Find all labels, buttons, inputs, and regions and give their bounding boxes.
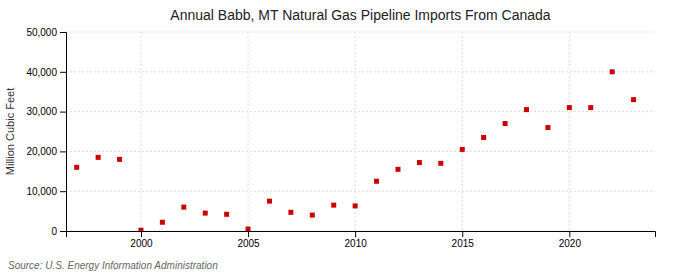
grid-line xyxy=(248,32,249,231)
plot-area: 2000 2005 2010 2015 2020 0 10,000 20,000 30,000 4… xyxy=(26,27,655,249)
point xyxy=(353,203,358,208)
tick-mark xyxy=(248,231,249,237)
point xyxy=(203,211,208,216)
point xyxy=(567,105,572,110)
point xyxy=(224,212,229,217)
grid-line xyxy=(569,32,570,231)
y-axis-title: Million Cubic Feet xyxy=(4,88,16,175)
tick-mark xyxy=(355,231,356,237)
point xyxy=(631,97,636,102)
point xyxy=(310,213,315,218)
tick-label: 10,000 xyxy=(26,186,57,197)
point xyxy=(74,165,79,170)
point xyxy=(545,125,550,130)
tick-label: 20,000 xyxy=(26,146,57,157)
grid xyxy=(66,32,655,231)
tick: 2015 xyxy=(452,231,475,249)
tick: 40,000 xyxy=(26,67,66,78)
title: Annual Babb, MT Natural Gas Pipeline Imp… xyxy=(170,7,550,23)
tick-label: 50,000 xyxy=(26,27,57,38)
point xyxy=(181,205,186,210)
point xyxy=(503,121,508,126)
point xyxy=(374,179,379,184)
tick-mark xyxy=(60,112,66,113)
point xyxy=(395,167,400,172)
axis-line xyxy=(60,33,67,232)
tick: 30,000 xyxy=(26,106,66,117)
tick-mark xyxy=(60,191,66,192)
point xyxy=(267,199,272,204)
tick-label: 2015 xyxy=(452,238,475,249)
tick: 2020 xyxy=(559,231,582,249)
point xyxy=(481,135,486,140)
tick: 10,000 xyxy=(26,186,66,197)
tick: 20,000 xyxy=(26,146,66,157)
annotation: Source: U.S. Energy Information Administ… xyxy=(8,260,218,271)
point xyxy=(117,157,122,162)
tick-label: 40,000 xyxy=(26,67,57,78)
tick-mark xyxy=(60,72,66,73)
point xyxy=(417,160,422,165)
grid-line xyxy=(66,32,655,33)
tick-mark xyxy=(60,151,66,152)
grid-line xyxy=(66,151,655,152)
tick-label: 2020 xyxy=(559,238,582,249)
tick-label: 2000 xyxy=(130,238,153,249)
point xyxy=(438,161,443,166)
tick-label: 0 xyxy=(51,226,57,237)
y-axis: 0 10,000 20,000 30,000 40,000 50,000 xyxy=(26,27,66,237)
point xyxy=(96,155,101,160)
tick-mark xyxy=(462,231,463,237)
tick: 2005 xyxy=(237,231,260,249)
point xyxy=(246,227,251,231)
point xyxy=(331,203,336,208)
grid-line xyxy=(66,191,655,192)
tick: 2000 xyxy=(130,231,153,249)
tick-label: 30,000 xyxy=(26,106,57,117)
point xyxy=(460,147,465,152)
tick-label: 2005 xyxy=(237,238,260,249)
point xyxy=(588,105,593,110)
point xyxy=(138,228,143,231)
tick-mark xyxy=(141,231,142,237)
tick-mark xyxy=(60,231,66,232)
x-axis: 2000 2005 2010 2015 2020 xyxy=(67,231,656,249)
point xyxy=(160,220,165,225)
point xyxy=(524,107,529,112)
grid-line xyxy=(462,32,463,231)
tick-label: 2010 xyxy=(345,238,368,249)
chart: 2000 2005 2010 2015 2020 0 10,000 20,000 30,000 4… xyxy=(0,0,675,275)
axis-line xyxy=(67,232,656,238)
tick: 50,000 xyxy=(26,27,66,38)
grid-line xyxy=(66,71,655,72)
tick: 2010 xyxy=(345,231,368,249)
tick: 0 xyxy=(51,226,66,237)
grid-line xyxy=(66,111,655,112)
points xyxy=(74,69,636,231)
tick-mark xyxy=(60,32,66,33)
point xyxy=(288,210,293,215)
grid-line xyxy=(355,32,356,231)
point xyxy=(610,69,615,74)
grid-line xyxy=(140,32,141,231)
tick-mark xyxy=(569,231,570,237)
